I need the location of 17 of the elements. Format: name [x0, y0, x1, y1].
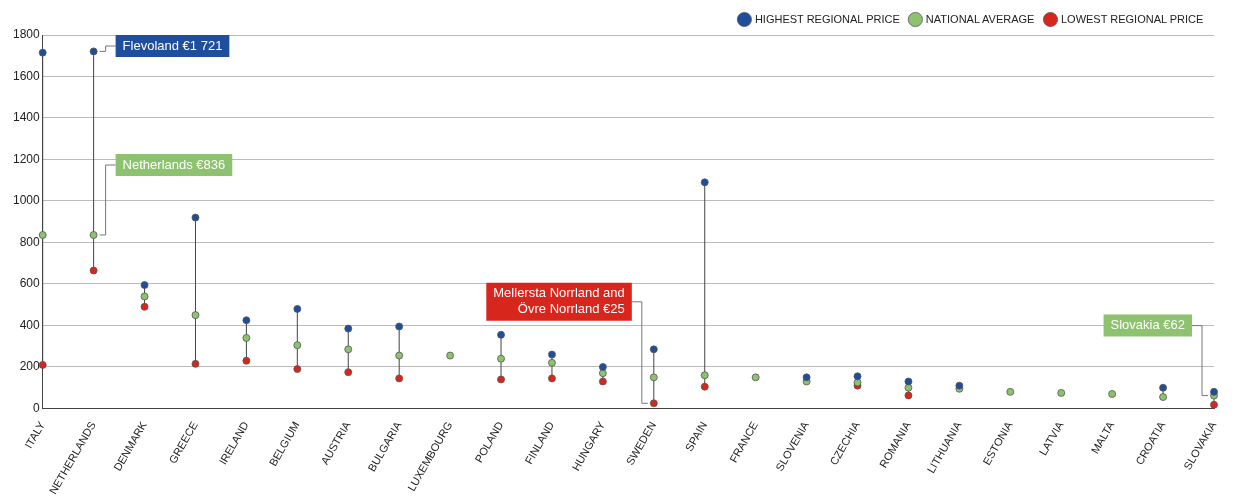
- y-tick-label: 400: [19, 317, 41, 332]
- y-tick-label: 0: [33, 400, 41, 415]
- y-tick-label: 600: [19, 276, 41, 291]
- y-tick-label: 1600: [12, 68, 41, 83]
- legend-label: LOWEST REGIONAL PRICE: [1060, 12, 1204, 25]
- annotation: Slovakia €62: [1110, 317, 1185, 333]
- y-tick-label: 1000: [12, 193, 41, 208]
- y-tick-label: 1800: [12, 27, 41, 42]
- y-tick-label: 800: [19, 234, 41, 249]
- legend-label: NATIONAL AVERAGE: [925, 12, 1035, 25]
- legend-label: HIGHEST REGIONAL PRICE: [754, 12, 900, 25]
- annotation: Netherlands €836: [122, 156, 226, 172]
- annotation: Flevoland €1 721: [122, 37, 223, 53]
- annotation: Mellersta Norrland and Övre Norrland €25: [493, 285, 625, 317]
- y-tick-label: 200: [19, 359, 41, 374]
- y-tick-label: 1400: [12, 110, 41, 125]
- y-tick-label: 1200: [12, 151, 41, 166]
